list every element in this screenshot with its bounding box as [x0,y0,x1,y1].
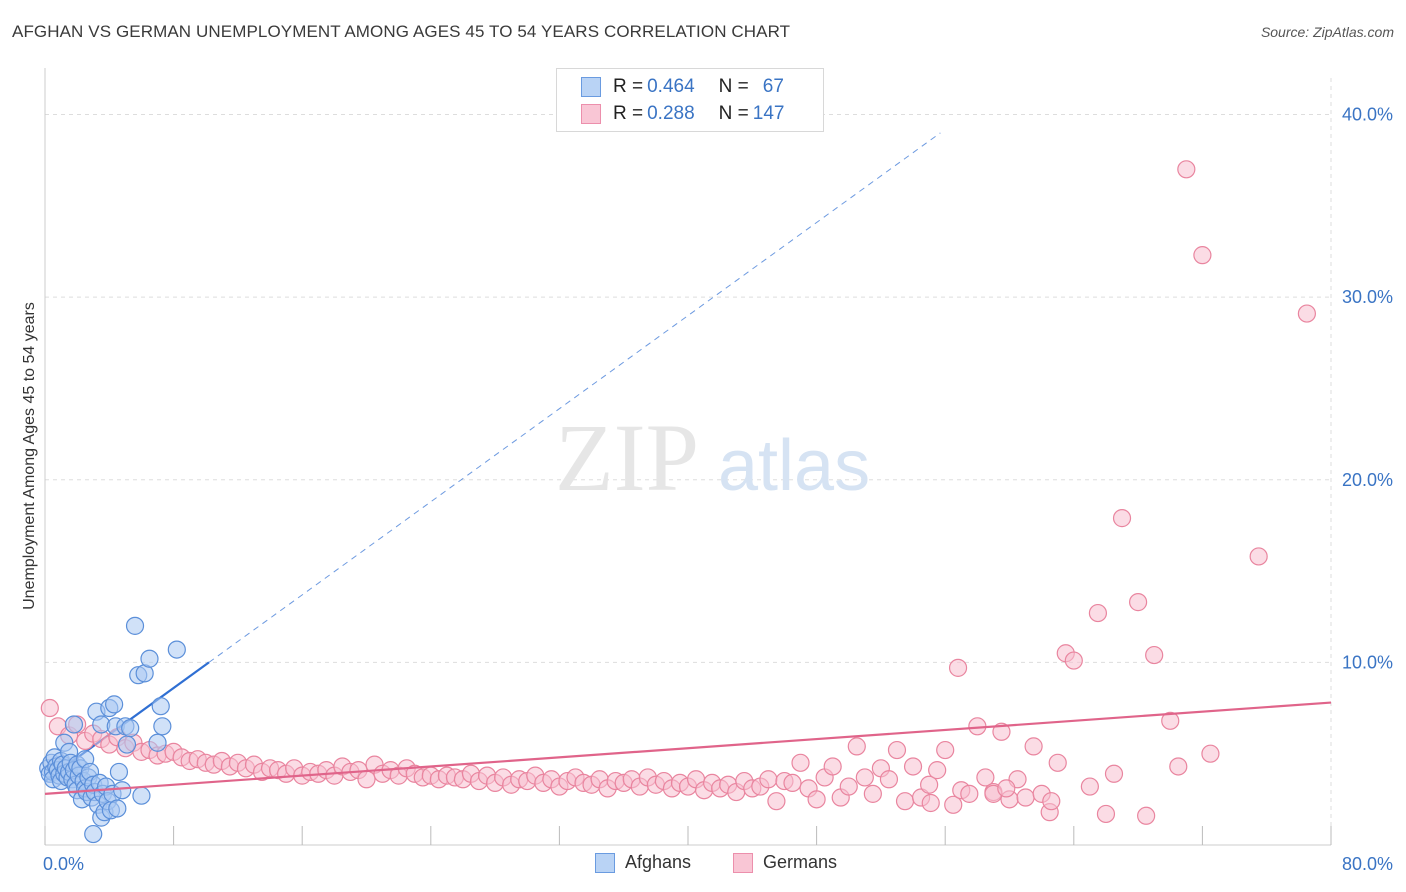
afghan-point [113,781,132,800]
german-point [997,779,1016,798]
watermark: ZIP atlas [555,404,870,511]
german-point [839,777,858,796]
legend-r-label: R = [613,76,644,97]
german-point [948,658,968,677]
german-point [1048,753,1067,772]
legend-n-label: N = [718,103,749,124]
german-point [767,792,786,811]
legend-r-label: R = [613,103,644,124]
german-point [1024,737,1043,756]
y-tick-label: 10.0% [1342,652,1393,672]
watermark-zip: ZIP [555,404,699,511]
german-point [903,757,923,776]
afghan-point [64,715,84,734]
german-point [976,768,995,787]
german-point [1128,593,1148,612]
german-point [807,790,826,809]
afghan-trend-dashed [208,132,941,663]
y-axis-label: Unemployment Among Ages 45 to 54 years [21,302,38,610]
afghan-points [39,616,186,844]
german-point [920,775,939,794]
german-trendline [44,701,1332,795]
german-point [895,792,915,811]
german-point [1042,792,1061,811]
german-point [759,770,778,789]
german-trend [44,701,1332,795]
legend-swatch-afghans [581,77,601,97]
afghan-point [105,695,124,714]
legend-label-germans: Germans [763,852,838,872]
chart-title: AFGHAN VS GERMAN UNEMPLOYMENT AMONG AGES… [12,22,791,41]
legend-swatch-afghans [595,852,615,873]
german-points [40,160,1316,825]
x-tick-label: 0.0% [43,854,84,874]
legend-n-value: 147 [752,103,785,124]
german-point [40,698,59,718]
legend-swatch-germans [733,852,753,873]
y-tick-label: 30.0% [1342,287,1393,307]
afghan-point [148,733,167,752]
german-point [1201,744,1220,763]
afghan-point [84,824,103,844]
german-point [1016,788,1035,807]
afghan-point [140,649,159,668]
german-point [1193,246,1212,265]
afghan-point [121,719,140,738]
afghan-point [117,735,137,754]
legend-item-afghans[interactable]: Afghans [595,852,691,873]
german-point [863,784,882,803]
german-point [1297,304,1316,323]
afghan-point [151,697,170,716]
tick-labels: 10.0% 20.0% 30.0% 40.0% 0.0% 80.0% [43,105,1393,874]
german-point [1080,777,1099,796]
afghan-point [125,616,145,635]
german-point [944,795,963,814]
legend-label-afghans: Afghans [625,852,692,872]
watermark-atlas: atlas [718,426,870,506]
german-point [1137,806,1156,825]
y-tick-label: 40.0% [1342,105,1393,125]
german-point [1104,764,1124,783]
german-point [936,740,955,760]
german-point [823,757,842,776]
legend-item-germans[interactable]: Germans [733,852,837,873]
legend-row-afghans: R = 0.464 N = 67 [581,74,784,100]
afghan-point [109,762,129,782]
legend-n-label: N = [718,76,749,97]
german-point [1096,804,1116,824]
german-point [791,753,810,772]
german-point [1169,757,1188,776]
german-point [855,768,874,787]
legend-swatch-germans [581,104,601,124]
legend-r-value: 0.464 [647,76,695,97]
afghan-point [167,640,186,659]
german-point [1145,645,1164,665]
afghan-point [108,799,127,818]
german-point [1064,651,1083,670]
german-point [847,737,866,756]
german-point [992,722,1011,741]
german-point [928,761,947,780]
x-tick-label: 80.0% [1342,854,1393,874]
german-point [1112,509,1132,528]
afghan-point [132,786,151,805]
series-legend: Afghans Germans [0,852,1406,878]
legend-r-value: 0.288 [647,103,695,124]
legend-n-value: 67 [762,76,784,97]
german-point [879,770,899,789]
source-label: Source: ZipAtlas.com [1260,24,1394,40]
afghan-point [153,717,172,736]
german-point [960,784,979,803]
stats-legend: R = 0.464 N = 67 R = 0.288 N = 147 [556,68,824,132]
german-point [1088,603,1108,623]
german-point [1161,711,1180,730]
german-point [783,773,802,793]
legend-row-germans: R = 0.288 N = 147 [581,101,784,127]
german-point [887,740,907,760]
german-point [1177,160,1196,179]
y-tick-label: 20.0% [1342,470,1393,490]
german-point [1249,547,1268,566]
german-point [921,793,940,813]
